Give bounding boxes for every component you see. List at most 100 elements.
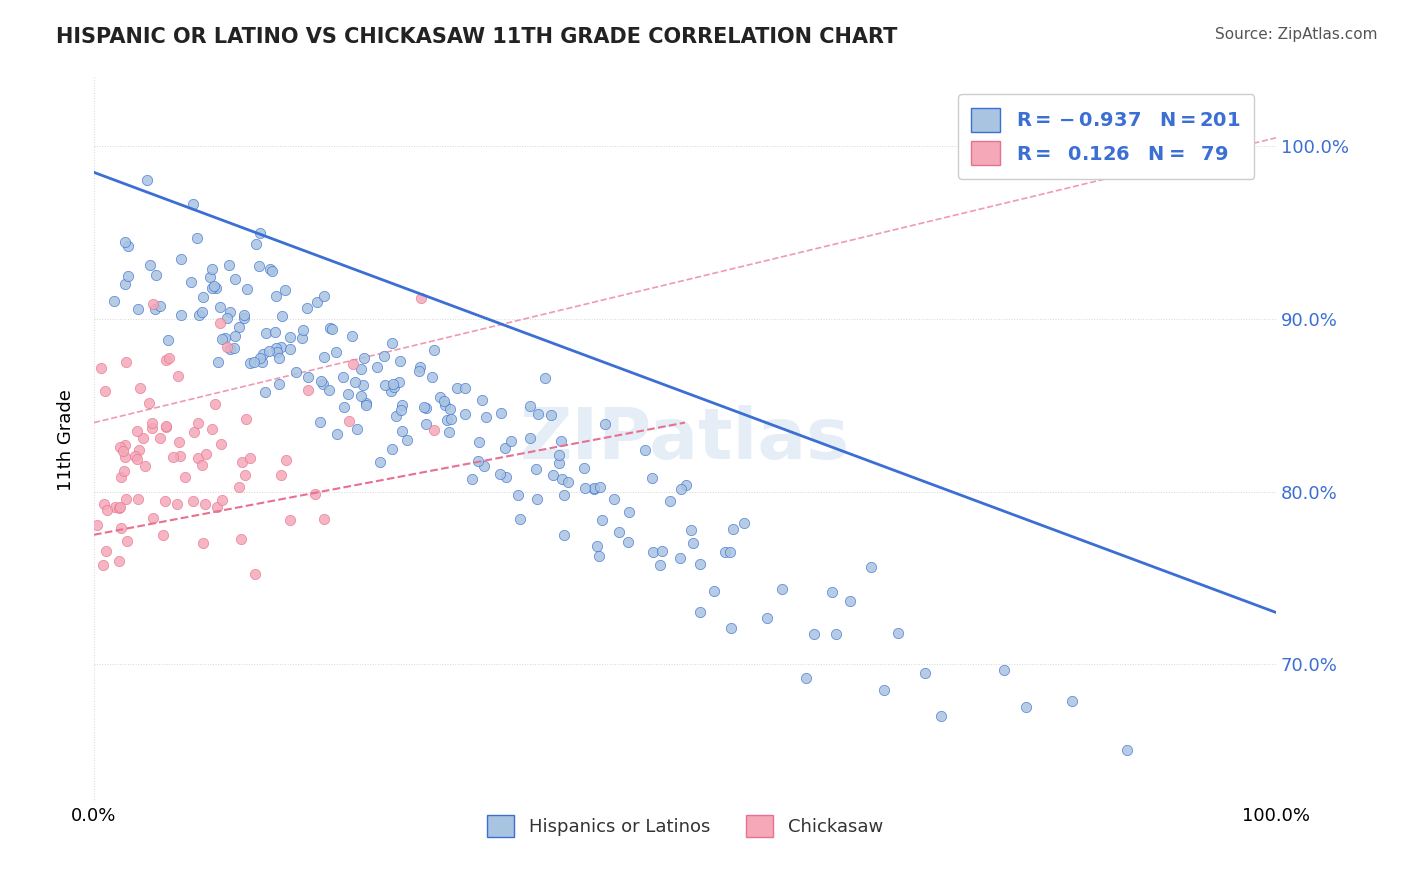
Point bbox=[291, 331, 314, 345]
Point bbox=[519, 431, 541, 445]
Point bbox=[180, 275, 202, 289]
Point bbox=[239, 451, 262, 466]
Point bbox=[233, 308, 256, 322]
Point bbox=[914, 666, 936, 681]
Point bbox=[499, 434, 522, 448]
Point bbox=[495, 470, 517, 484]
Point bbox=[415, 417, 437, 431]
Point bbox=[714, 544, 737, 558]
Point bbox=[243, 566, 266, 581]
Point bbox=[96, 503, 118, 517]
Point bbox=[391, 424, 413, 438]
Point bbox=[389, 403, 412, 417]
Point bbox=[617, 534, 640, 549]
Point bbox=[591, 513, 613, 527]
Point bbox=[110, 470, 132, 484]
Point bbox=[167, 435, 190, 450]
Point bbox=[803, 627, 825, 641]
Point bbox=[219, 342, 242, 356]
Point bbox=[475, 410, 498, 425]
Point bbox=[217, 340, 239, 354]
Point bbox=[461, 472, 484, 486]
Point bbox=[93, 497, 115, 511]
Point bbox=[467, 435, 489, 450]
Point bbox=[232, 310, 254, 325]
Point bbox=[259, 262, 281, 277]
Point bbox=[157, 334, 180, 348]
Point bbox=[155, 419, 177, 434]
Point bbox=[209, 316, 232, 330]
Point bbox=[373, 349, 395, 363]
Point bbox=[219, 305, 242, 319]
Point bbox=[207, 355, 229, 369]
Point bbox=[145, 268, 167, 282]
Point bbox=[446, 381, 468, 395]
Point bbox=[274, 283, 297, 297]
Point bbox=[127, 492, 149, 507]
Point bbox=[292, 323, 315, 337]
Point bbox=[104, 500, 127, 514]
Point bbox=[236, 282, 259, 296]
Point bbox=[585, 539, 607, 553]
Point bbox=[553, 528, 575, 542]
Point bbox=[211, 492, 233, 507]
Point bbox=[388, 375, 411, 389]
Point bbox=[114, 450, 136, 465]
Point bbox=[231, 454, 253, 468]
Point bbox=[224, 271, 246, 285]
Point bbox=[547, 456, 569, 470]
Point bbox=[509, 512, 531, 526]
Point bbox=[488, 467, 510, 481]
Point bbox=[572, 461, 595, 475]
Point bbox=[675, 478, 697, 492]
Point bbox=[641, 471, 664, 485]
Point bbox=[533, 371, 555, 385]
Point bbox=[433, 393, 456, 408]
Point bbox=[128, 442, 150, 457]
Point bbox=[186, 231, 208, 245]
Point bbox=[94, 544, 117, 558]
Point bbox=[235, 411, 257, 425]
Point bbox=[721, 522, 744, 536]
Point bbox=[149, 299, 172, 313]
Point bbox=[346, 422, 368, 436]
Point bbox=[142, 296, 165, 310]
Point bbox=[825, 626, 848, 640]
Point bbox=[1015, 699, 1038, 714]
Point bbox=[993, 664, 1015, 678]
Point bbox=[278, 330, 301, 344]
Point bbox=[115, 534, 138, 549]
Point bbox=[228, 480, 250, 494]
Point bbox=[191, 304, 214, 318]
Point bbox=[583, 482, 606, 496]
Point bbox=[340, 328, 363, 343]
Point bbox=[270, 340, 292, 354]
Point bbox=[547, 448, 569, 462]
Point bbox=[1060, 694, 1083, 708]
Point bbox=[423, 423, 446, 437]
Point bbox=[129, 381, 152, 395]
Point bbox=[609, 524, 631, 539]
Point bbox=[274, 453, 297, 467]
Point bbox=[86, 517, 108, 532]
Point bbox=[641, 545, 664, 559]
Point bbox=[117, 268, 139, 283]
Point bbox=[169, 449, 191, 463]
Point bbox=[382, 379, 405, 393]
Point bbox=[254, 326, 277, 340]
Point bbox=[187, 416, 209, 430]
Point bbox=[756, 611, 779, 625]
Point bbox=[263, 325, 285, 339]
Point bbox=[368, 455, 391, 469]
Point bbox=[135, 173, 157, 187]
Point bbox=[859, 559, 882, 574]
Point bbox=[381, 442, 404, 456]
Point bbox=[141, 421, 163, 435]
Point bbox=[201, 422, 224, 436]
Point bbox=[204, 280, 226, 294]
Point bbox=[222, 342, 245, 356]
Point bbox=[385, 409, 408, 423]
Point bbox=[412, 401, 434, 415]
Point bbox=[669, 482, 692, 496]
Point bbox=[838, 594, 860, 608]
